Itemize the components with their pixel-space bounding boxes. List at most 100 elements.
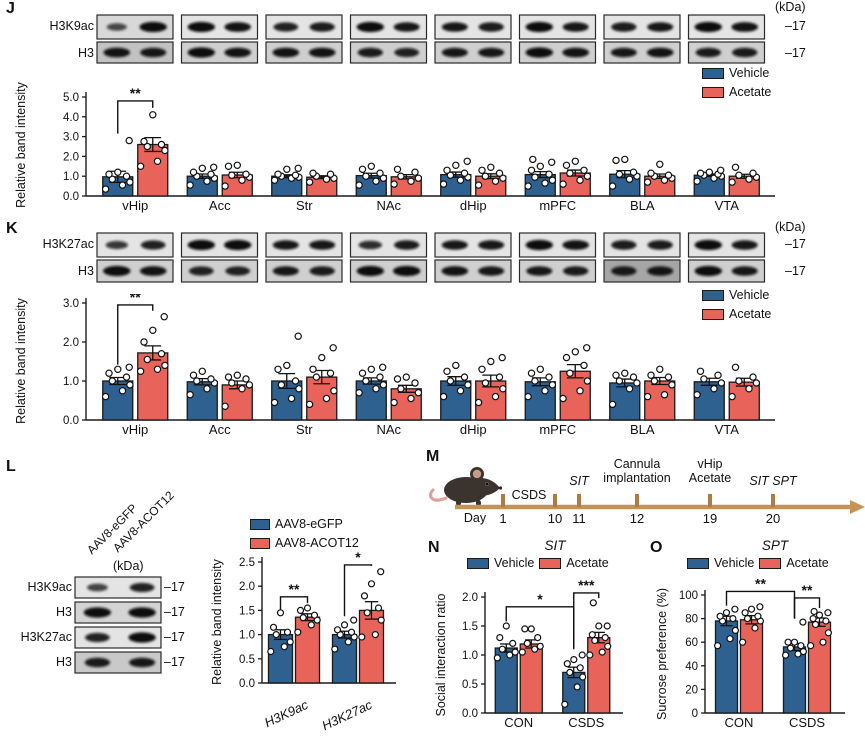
data-point: [105, 170, 113, 178]
blot-band: [478, 240, 505, 250]
data-point: [643, 178, 652, 186]
blot-band: [441, 240, 468, 250]
data-point: [228, 171, 236, 179]
x-category-label: mPFC: [539, 422, 576, 437]
bar-Acc-Vehicle: [186, 381, 218, 421]
data-point: [716, 612, 724, 620]
data-point: [696, 367, 705, 376]
bar-mPFC-Vehicle: [524, 381, 556, 421]
sig-stars: **: [755, 576, 766, 591]
data-point: [656, 160, 664, 169]
blot-box: [96, 41, 174, 64]
data-point: [531, 377, 539, 385]
data-point: [414, 174, 423, 182]
data-point: [390, 398, 398, 407]
x-category-label: dHip: [460, 198, 487, 213]
data-point: [668, 381, 676, 389]
blot-band: [526, 266, 553, 276]
kda-marker: –17: [785, 46, 806, 60]
data-point: [407, 394, 415, 403]
blot-row-label: H3: [78, 46, 94, 60]
data-point: [521, 625, 529, 633]
bar-CON-Acetate: [739, 619, 764, 714]
data-point: [545, 373, 553, 381]
chart-K-svg: 0.0 1.0 2.0 3.0 vHip Acc Str NAc dHip mPFC BLA VTA *…: [63, 289, 775, 437]
data-point: [367, 162, 375, 171]
data-point: [536, 642, 544, 650]
legend-label: Acetate: [566, 556, 609, 570]
blot-band: [309, 266, 335, 276]
data-point: [269, 623, 278, 631]
x-category-label: BLA: [630, 422, 655, 437]
data-point: [474, 181, 483, 189]
data-point: [358, 369, 367, 377]
blot-box: [96, 259, 174, 283]
data-point: [524, 392, 532, 401]
blot-band: [646, 47, 674, 58]
blot-band: [273, 22, 299, 32]
timeline-day-20: 20: [765, 511, 781, 526]
data-point: [495, 169, 504, 177]
data-point: [333, 626, 342, 634]
kda-marker: –17: [164, 580, 185, 594]
data-point: [118, 181, 127, 189]
data-point: [414, 388, 423, 397]
data-point: [693, 177, 701, 185]
chart-L: 0.0 0.5 1.0 1.5 2.0 2.5 ** *: [200, 549, 435, 695]
data-point: [377, 616, 385, 624]
data-point: [318, 353, 326, 362]
chart-title-sit: SIT: [544, 538, 566, 553]
data-point: [573, 683, 581, 691]
data-point: [717, 166, 725, 175]
timeline-tick: [771, 494, 775, 507]
data-point: [562, 353, 571, 362]
x-category-label: Str: [296, 422, 313, 437]
sig-stars: **: [289, 581, 300, 597]
data-point: [810, 607, 818, 616]
data-point: [161, 361, 169, 370]
data-point: [518, 648, 526, 656]
timeline-event-vhip-line2: Acetate: [688, 471, 732, 485]
kda-marker: –17: [785, 237, 806, 251]
blot-band: [83, 607, 112, 618]
timeline-tick: [708, 494, 712, 507]
data-point: [819, 638, 827, 646]
data-point: [713, 642, 722, 650]
blot-band: [139, 266, 167, 276]
legend-label: AAV8-ACOT12: [275, 536, 359, 550]
timeline-event-vhip-acetate: vHip Acetate: [670, 457, 750, 485]
data-point: [745, 175, 753, 183]
data-point: [276, 609, 285, 617]
blot-row-label: H3K27ac: [42, 237, 94, 251]
timeline-event-cannula: Cannula implantation: [592, 457, 682, 485]
data-point: [511, 648, 519, 656]
data-point: [446, 171, 455, 179]
blot-band: [394, 47, 420, 58]
data-point: [561, 700, 569, 708]
legend-label: Vehicle: [729, 66, 770, 80]
data-point: [291, 377, 300, 385]
data-point: [283, 361, 291, 370]
sig-bracket: [117, 304, 154, 365]
data-point: [125, 363, 133, 372]
data-point: [728, 178, 736, 186]
blot-band: [187, 239, 215, 251]
blot-band: [85, 632, 110, 643]
data-point: [693, 390, 701, 399]
data-point: [101, 392, 110, 401]
data-point: [629, 168, 638, 176]
data-point: [358, 165, 367, 174]
data-point: [615, 170, 624, 178]
data-point: [799, 618, 807, 626]
data-point: [203, 385, 211, 393]
data-point: [608, 182, 617, 190]
data-point: [541, 387, 549, 395]
blot-box: [687, 259, 766, 283]
data-point: [583, 172, 592, 180]
data-point: [350, 616, 358, 624]
data-point: [603, 622, 611, 630]
data-point: [527, 166, 536, 175]
legend-L: AAV8-eGFP AAV8-ACOT12: [250, 517, 359, 550]
blot-band: [129, 657, 156, 668]
